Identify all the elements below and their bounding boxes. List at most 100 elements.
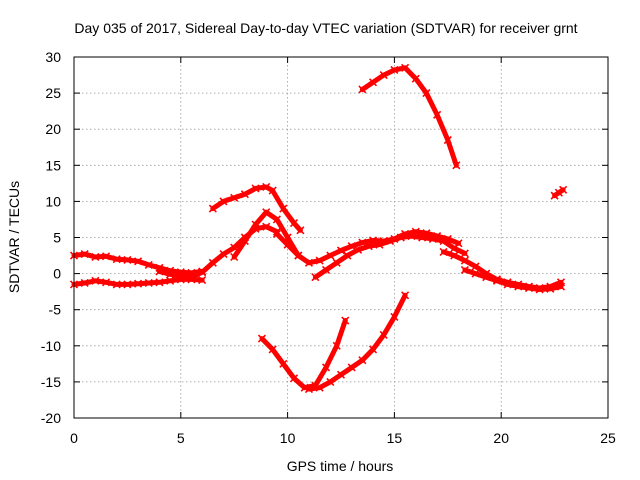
series-line	[156, 224, 280, 280]
data-point	[144, 278, 153, 288]
y-tick-label: 20	[45, 121, 61, 137]
data-point	[251, 220, 260, 229]
data-point	[155, 278, 164, 287]
y-tick-label: -5	[49, 302, 62, 318]
data-point	[134, 279, 143, 288]
data-point	[289, 374, 299, 383]
data-point	[294, 251, 303, 260]
series-arc-1	[69, 250, 207, 277]
x-tick-label: 25	[600, 430, 616, 446]
data-point	[101, 252, 111, 261]
y-tick-label: -20	[41, 410, 61, 426]
series-line	[306, 292, 408, 392]
data-point	[112, 255, 121, 264]
data-point	[433, 110, 442, 119]
data-point	[219, 197, 228, 206]
data-point	[230, 252, 239, 262]
y-tick-label: 25	[45, 85, 61, 101]
data-point	[336, 370, 346, 379]
series-arc-10	[358, 63, 461, 170]
data-point	[354, 245, 363, 254]
data-point	[428, 234, 437, 244]
data-point	[176, 272, 185, 281]
data-point	[368, 78, 378, 87]
data-point	[279, 359, 288, 368]
data-point	[422, 89, 431, 98]
data-point	[283, 240, 292, 249]
data-point	[439, 247, 448, 257]
data-point	[311, 273, 320, 282]
data-point	[347, 363, 356, 372]
x-axis-label: GPS time / hours	[287, 458, 394, 474]
data-point	[166, 270, 175, 279]
x-tick-label: 5	[177, 430, 185, 446]
x-tick-label: 10	[280, 430, 296, 446]
data-point	[401, 63, 410, 72]
data-point	[390, 65, 399, 75]
data-point	[272, 215, 281, 224]
y-tick-label: -15	[41, 374, 61, 390]
data-point	[341, 316, 350, 325]
data-point	[460, 265, 469, 275]
data-point	[123, 280, 132, 289]
data-point	[550, 191, 559, 200]
data-point	[230, 193, 239, 202]
data-point	[91, 276, 100, 285]
data-point	[251, 184, 260, 193]
data-point	[80, 250, 89, 259]
data-point	[450, 251, 459, 260]
data-point	[123, 255, 132, 264]
data-point	[379, 330, 388, 340]
data-point	[368, 345, 378, 354]
data-point	[289, 218, 299, 228]
grid	[74, 57, 608, 418]
series-arc-7	[311, 231, 469, 282]
data-point	[343, 251, 352, 260]
data-point	[304, 385, 314, 394]
data-point	[471, 262, 480, 271]
series-layer	[69, 63, 568, 394]
data-point	[304, 258, 314, 267]
data-point	[418, 233, 427, 242]
data-point	[407, 231, 416, 241]
data-point	[144, 260, 153, 270]
data-point	[471, 269, 480, 278]
y-tick-label: -10	[41, 338, 61, 354]
data-point	[514, 282, 523, 291]
data-point	[401, 291, 410, 300]
data-point	[321, 363, 331, 372]
data-point	[208, 258, 217, 267]
data-point	[240, 190, 249, 199]
data-point	[80, 278, 89, 288]
data-point	[439, 237, 448, 246]
data-point	[166, 276, 175, 285]
data-point	[321, 265, 331, 275]
data-point	[240, 237, 249, 246]
data-point	[524, 283, 534, 293]
data-point	[187, 273, 196, 282]
data-point	[257, 334, 267, 343]
data-point	[358, 238, 367, 247]
data-point	[268, 345, 277, 354]
y-tick-label: 10	[45, 193, 61, 209]
data-point	[358, 85, 367, 94]
data-point	[452, 161, 461, 170]
data-point	[112, 280, 121, 289]
series-arc-11	[550, 185, 568, 200]
series-line	[462, 267, 564, 292]
data-point	[368, 236, 378, 245]
data-point	[554, 188, 563, 197]
tick-marks	[73, 56, 609, 419]
data-point	[326, 377, 335, 386]
data-point	[390, 312, 399, 321]
data-point	[375, 240, 384, 249]
x-tick-label: 20	[493, 430, 509, 446]
data-point	[198, 268, 207, 277]
data-point	[535, 285, 544, 294]
data-point	[503, 280, 512, 289]
data-point	[332, 258, 341, 267]
data-point	[482, 273, 491, 282]
data-point	[559, 185, 568, 194]
data-point	[208, 204, 217, 213]
